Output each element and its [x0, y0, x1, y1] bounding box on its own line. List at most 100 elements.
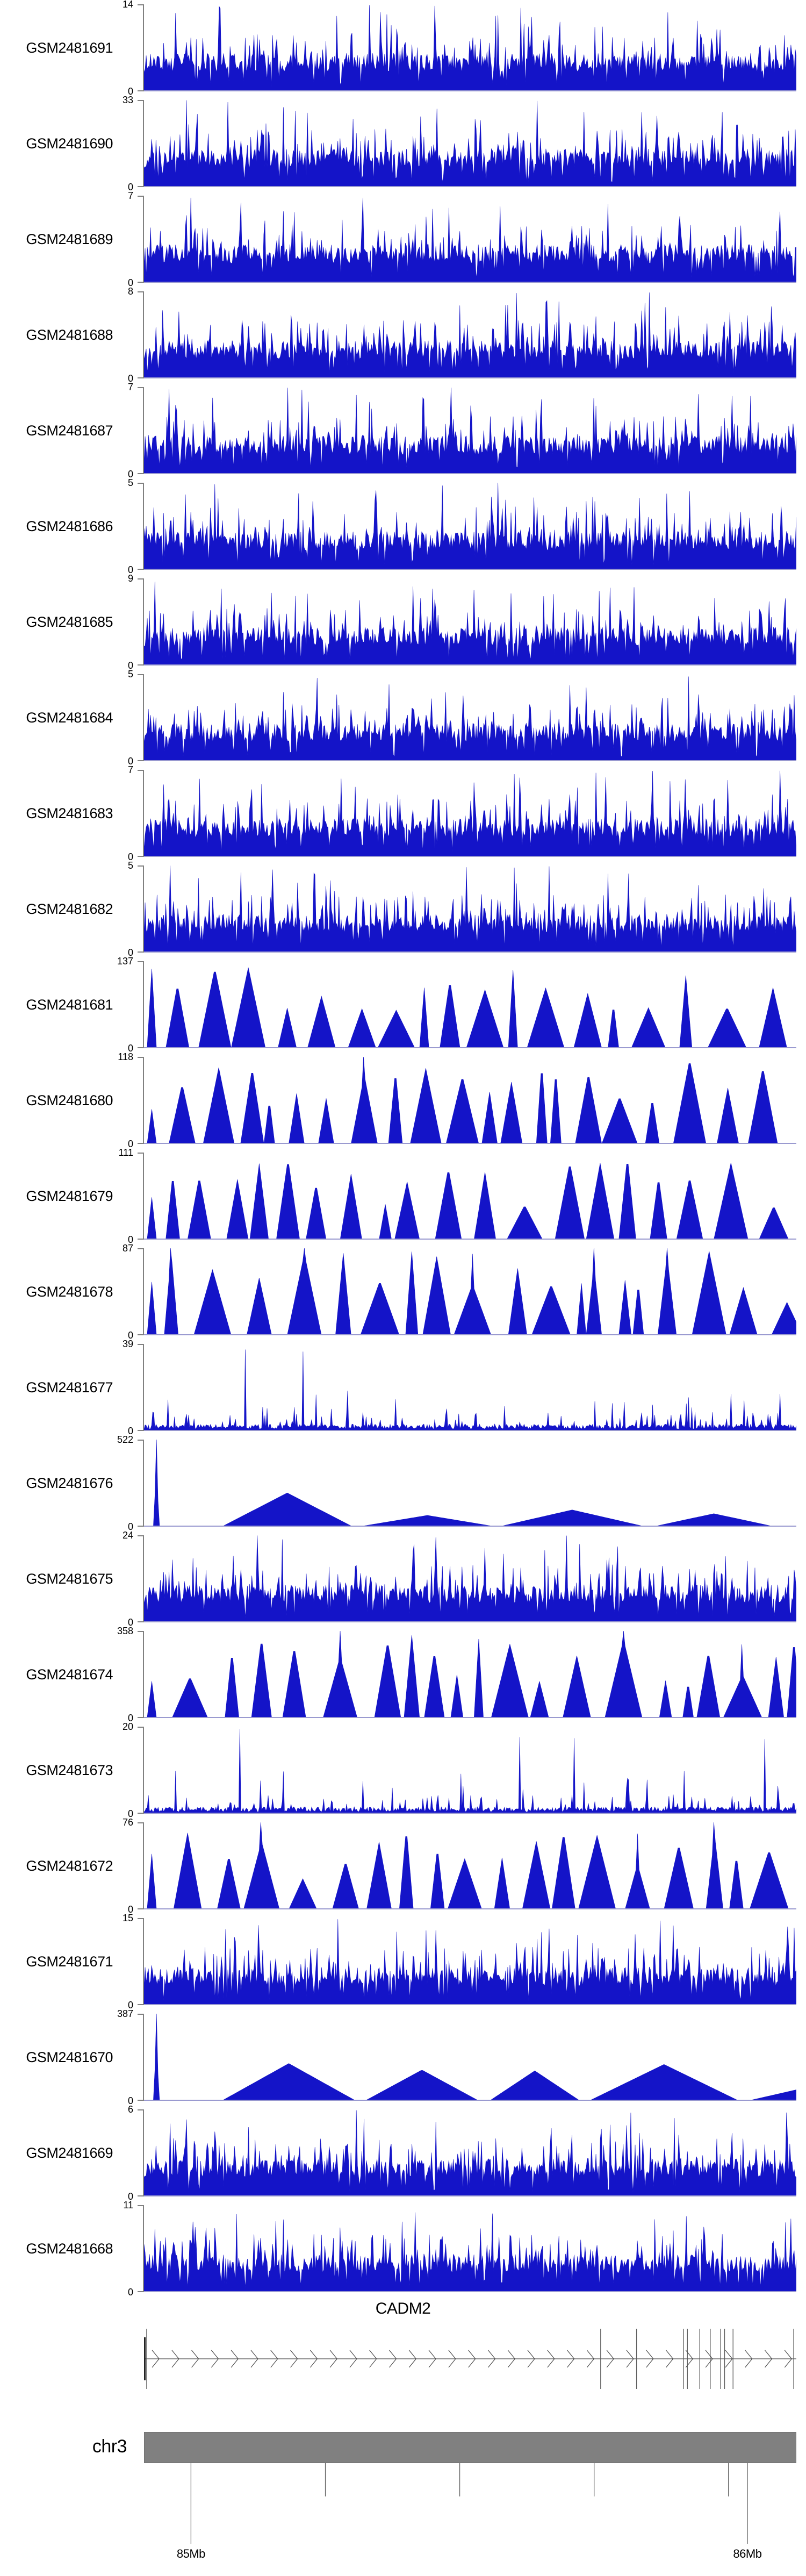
chromosome-ideogram-bar[interactable] — [144, 2432, 796, 2463]
y-axis-min-label: 0 — [127, 277, 133, 288]
track-plot-area[interactable]: 118 0 — [118, 1052, 796, 1149]
track-baseline — [144, 473, 796, 474]
track-sample-label: GSM2481670 — [26, 2049, 113, 2065]
coverage-track: GSM2481687 7 0 — [0, 382, 806, 479]
track-plot-area[interactable]: 11 0 — [123, 2200, 796, 2297]
coverage-area-plot — [144, 483, 796, 570]
y-axis-min-label: 0 — [127, 1521, 133, 1532]
gene-model-region: CADM2 — [0, 2296, 806, 2420]
coverage-track-list: GSM2481691 14 0 GSM2481690 33 0 GSM2481689 7 0 GS… — [0, 0, 806, 2297]
y-axis-min-label: 0 — [127, 469, 133, 480]
track-y-axis: 11 0 — [123, 2200, 144, 2297]
track-plot-area[interactable]: 20 0 — [123, 1722, 796, 1819]
track-plot-area[interactable]: 111 0 — [119, 1148, 796, 1244]
y-axis-max-label: 20 — [122, 1721, 133, 1732]
track-y-axis: 387 0 — [117, 2009, 144, 2106]
y-axis-min-label: 0 — [127, 2000, 133, 2010]
track-sample-label: GSM2481690 — [26, 135, 113, 152]
track-sample-label: GSM2481673 — [26, 1762, 113, 1778]
y-axis-max-label: 11 — [123, 2200, 133, 2210]
y-axis-min-label: 0 — [127, 1904, 133, 1915]
track-baseline — [144, 1239, 796, 1240]
track-sample-label: GSM2481683 — [26, 805, 113, 821]
track-baseline — [144, 90, 796, 91]
y-axis-max-label: 24 — [122, 1530, 133, 1541]
ideogram-region: chr3 85Mb 86Mb — [0, 2420, 806, 2576]
track-plot-area[interactable]: 387 0 — [117, 2009, 796, 2106]
y-axis-min-label: 0 — [127, 373, 133, 384]
track-plot-area[interactable]: 87 0 — [123, 1243, 796, 1340]
axis-tick-label: 85Mb — [176, 2547, 206, 2560]
track-y-axis: 33 0 — [123, 95, 144, 192]
track-sample-label: GSM2481691 — [26, 39, 113, 56]
track-sample-label: GSM2481688 — [26, 326, 113, 343]
coverage-area-plot — [144, 1631, 796, 1718]
track-baseline — [144, 760, 796, 761]
y-axis-min-label: 0 — [127, 2191, 133, 2202]
y-axis-max-label: 5 — [127, 860, 133, 871]
track-baseline — [144, 1430, 796, 1431]
coverage-track: GSM2481674 358 0 — [0, 1626, 806, 1723]
track-baseline — [144, 1047, 796, 1048]
track-sample-label: GSM2481677 — [26, 1379, 113, 1396]
track-y-axis: 358 0 — [117, 1626, 144, 1723]
track-plot-area[interactable]: 33 0 — [123, 95, 796, 192]
coverage-track: GSM2481668 11 0 — [0, 2200, 806, 2297]
coverage-track: GSM2481678 87 0 — [0, 1243, 806, 1340]
track-baseline — [144, 2100, 796, 2101]
coverage-track: GSM2481682 5 0 — [0, 861, 806, 957]
y-axis-max-label: 76 — [122, 1817, 133, 1828]
y-axis-min-label: 0 — [127, 1043, 133, 1054]
track-plot-area[interactable]: 24 0 — [123, 1530, 796, 1627]
coverage-area-plot — [144, 196, 796, 283]
track-plot-area[interactable]: 358 0 — [117, 1626, 796, 1723]
coverage-area-plot — [144, 1918, 796, 2005]
track-baseline — [144, 951, 796, 953]
track-sample-label: GSM2481672 — [26, 1857, 113, 1874]
coverage-track: GSM2481677 39 0 — [0, 1339, 806, 1436]
track-baseline — [144, 1526, 796, 1527]
y-axis-min-label: 0 — [127, 660, 133, 671]
y-axis-max-label: 8 — [127, 286, 133, 297]
track-plot-area[interactable]: 15 0 — [123, 1913, 796, 2010]
y-axis-max-label: 14 — [122, 0, 133, 10]
coverage-track: GSM2481688 8 0 — [0, 287, 806, 383]
y-axis-max-label: 7 — [127, 190, 133, 201]
track-plot-area[interactable]: 137 0 — [117, 956, 796, 1053]
y-axis-min-label: 0 — [127, 1139, 133, 1149]
coverage-track: GSM2481676 522 0 — [0, 1435, 806, 1532]
y-axis-max-label: 15 — [122, 1913, 133, 1923]
track-plot-area[interactable]: 14 0 — [123, 0, 796, 96]
track-plot-area[interactable]: 39 0 — [123, 1339, 796, 1436]
track-sample-label: GSM2481679 — [26, 1187, 113, 1204]
track-y-axis: 118 0 — [118, 1052, 144, 1149]
coverage-track: GSM2481681 137 0 — [0, 956, 806, 1053]
track-sample-label: GSM2481687 — [26, 422, 113, 439]
track-sample-label: GSM2481680 — [26, 1092, 113, 1108]
gene-model-track[interactable] — [144, 2327, 796, 2391]
y-axis-max-label: 5 — [127, 477, 133, 488]
track-sample-label: GSM2481681 — [26, 996, 113, 1013]
y-axis-min-label: 0 — [127, 182, 133, 192]
track-baseline — [144, 856, 796, 857]
track-plot-area[interactable]: 76 0 — [123, 1817, 796, 1914]
track-plot-area[interactable]: 522 0 — [117, 1435, 796, 1532]
coverage-track: GSM2481689 7 0 — [0, 191, 806, 288]
y-axis-max-label: 522 — [117, 1434, 133, 1445]
coverage-area-plot — [144, 674, 796, 761]
